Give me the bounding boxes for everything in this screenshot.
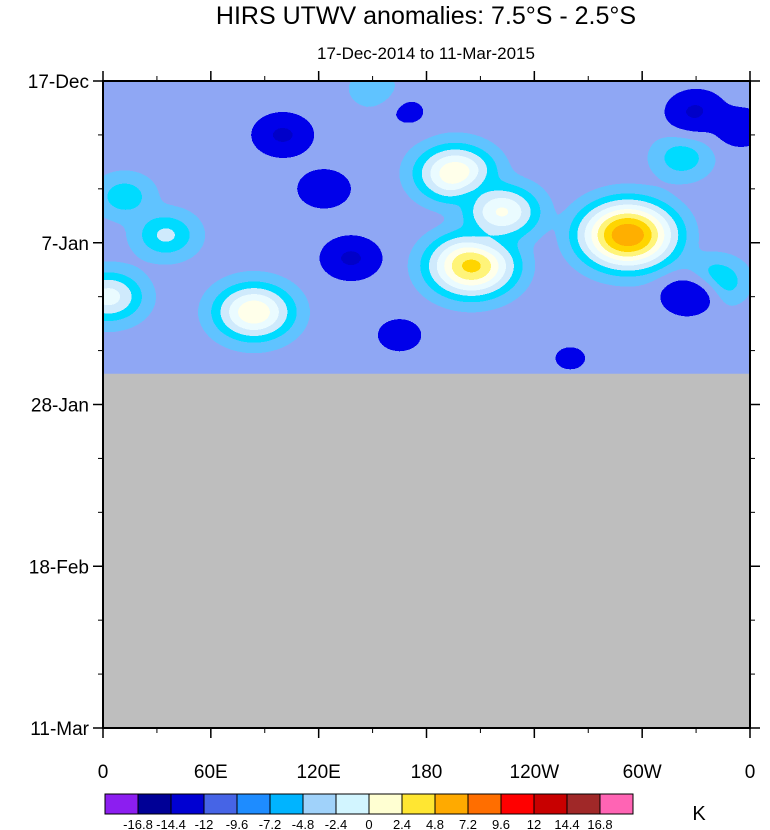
chart-title: HIRS UTWV anomalies: 7.5°S - 2.5°S [216, 2, 636, 30]
colorbar-tick-label: 0 [365, 817, 372, 830]
colorbar-swatch [533, 793, 568, 815]
colorbar-tick-label: 14.4 [554, 817, 579, 830]
colorbar-tick-label: -9.6 [226, 817, 248, 830]
colorbar-swatch [566, 793, 601, 815]
anomaly-cell [451, 252, 492, 280]
colorbar-tick-label: 2.4 [393, 817, 411, 830]
anomaly-cell [669, 149, 695, 167]
colorbar-swatch [368, 793, 403, 815]
colorbar-swatch [203, 793, 238, 815]
y-axis: 17-Dec 7-Jan 28-Jan 18-Feb 11-Mar [28, 72, 760, 740]
plot-area [102, 80, 751, 729]
colorbar-tick-label: 9.6 [492, 817, 510, 830]
anomaly-cell [605, 219, 651, 251]
anomaly-cell [729, 119, 750, 136]
anomaly-cell [399, 105, 418, 119]
colorbar-swatch [269, 793, 304, 815]
x-tick-label: 120W [510, 762, 560, 783]
colorbar-tick-label: 16.8 [587, 817, 612, 830]
colorbar-swatch [401, 793, 436, 815]
anomaly-cell [152, 225, 180, 245]
colorbar-tick-label: 4.8 [426, 817, 444, 830]
colorbar-tick-label: 12 [527, 817, 541, 830]
anomaly-cell [111, 187, 138, 206]
colorbar-swatch [104, 793, 139, 815]
anomaly-cell [235, 299, 273, 325]
anomaly-cell [675, 288, 699, 305]
anomaly-cell [103, 285, 125, 308]
anomaly-cell [362, 81, 384, 96]
colorbar-tick-label: 7.2 [459, 817, 477, 830]
anomaly-cell [560, 351, 580, 365]
chart-subtitle: 17-Dec-2014 to 11-Mar-2015 [317, 44, 535, 63]
colorbar-tick-label: -7.2 [259, 817, 281, 830]
anomaly-cell [389, 328, 411, 343]
colorbar-unit-label: K [692, 803, 706, 825]
colorbar-swatch [500, 793, 535, 815]
x-axis: 0 60E 120E 180 120W 60W 0 [98, 71, 756, 783]
anomaly-cell [338, 249, 364, 267]
x-tick-label: 120E [296, 762, 340, 783]
y-tick-label: 7-Jan [41, 234, 89, 255]
colorbar-swatch [599, 793, 634, 815]
colorbar-tick-label: -16.8 [123, 817, 153, 830]
colorbar-swatch [236, 793, 271, 815]
x-tick-label: 180 [411, 762, 443, 783]
y-tick-label: 11-Mar [30, 719, 89, 740]
colorbar-tick-label: -12 [195, 817, 214, 830]
colorbar-swatch [170, 793, 205, 815]
colorbar-tick-label: -2.4 [325, 817, 347, 830]
y-tick-label: 28-Jan [31, 396, 89, 417]
colorbar-tick-label: -14.4 [156, 817, 186, 830]
x-tick-label: 60E [194, 762, 228, 783]
x-tick-label: 60W [623, 762, 662, 783]
anomaly-cell [270, 126, 296, 144]
y-tick-label: 18-Feb [29, 557, 89, 578]
x-tick-label: 0 [745, 762, 756, 783]
anomaly-cell [312, 181, 336, 197]
anomaly-cell [437, 161, 474, 186]
colorbar-swatch [137, 793, 172, 815]
colorbar-tick-label: -4.8 [292, 817, 314, 830]
anomaly-field [103, 81, 750, 374]
colorbar-swatch [335, 793, 370, 815]
colorbar-swatch [467, 793, 502, 815]
y-tick-label: 17-Dec [28, 72, 89, 93]
anomaly-cell [484, 200, 519, 224]
x-tick-label: 0 [98, 762, 109, 783]
anomaly-cell [683, 103, 709, 121]
colorbar-swatch [302, 793, 337, 815]
colorbar-swatch [434, 793, 469, 815]
colorbar: -16.8 -14.4 -12 -9.6 -7.2 -4.8 -2.4 0 2.4 4.8 7.2 9… [104, 793, 634, 830]
